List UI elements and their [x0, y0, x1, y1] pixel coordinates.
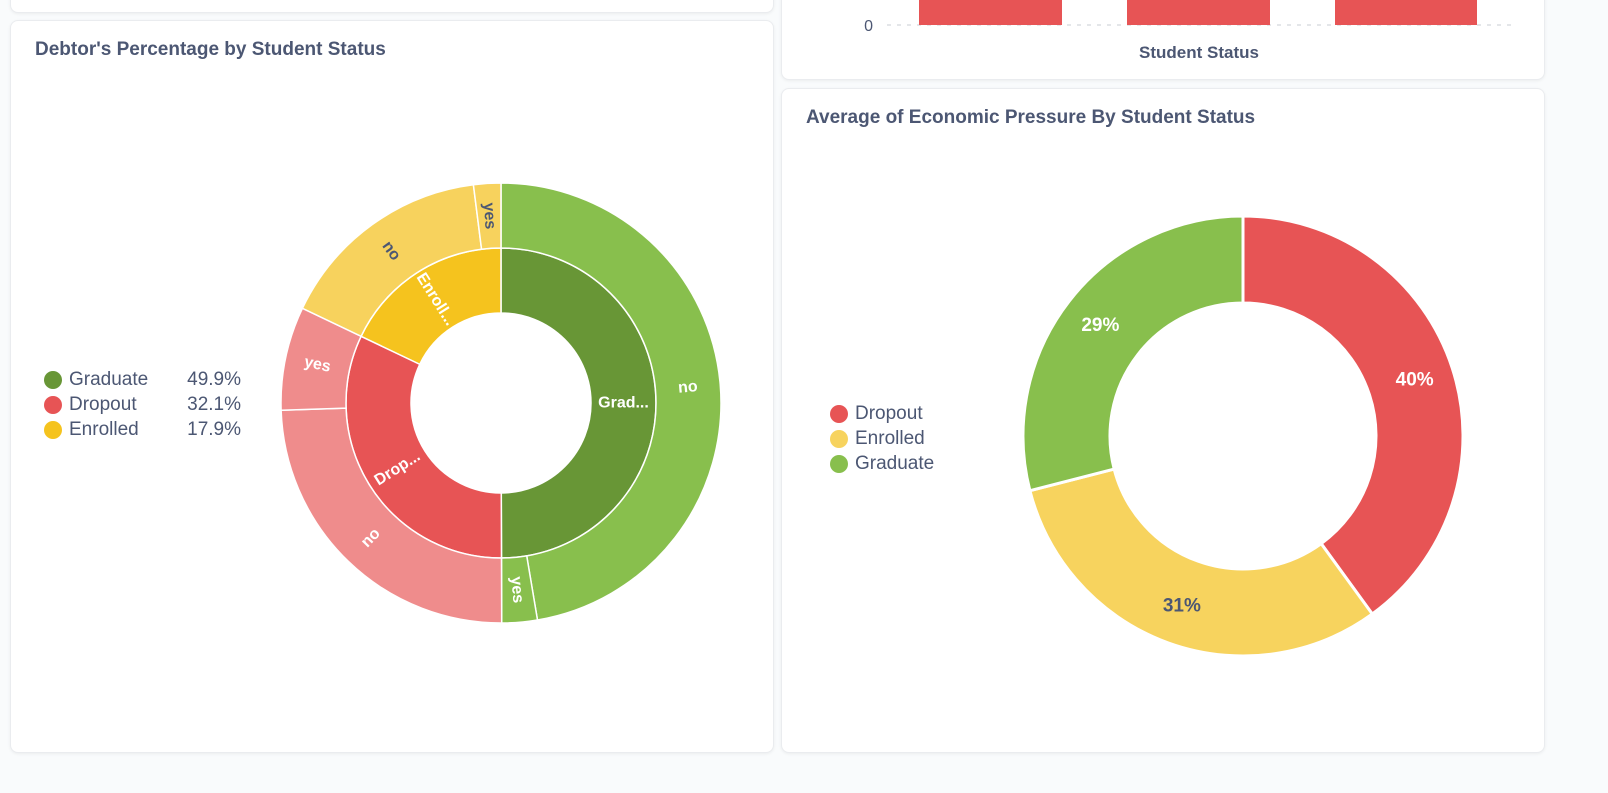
sunburst-outer-label-graduate-yes: yes [507, 576, 526, 604]
legend-pct-graduate: 49.9% [187, 368, 241, 390]
legend-label-enrolled: Enrolled [69, 418, 139, 440]
legend-item-dropout[interactable]: Dropout 32.1% [44, 392, 241, 417]
legend-label-dropout: Dropout [855, 402, 923, 424]
economic-card-title[interactable]: Average of Economic Pressure By Student … [806, 107, 1256, 128]
economic-legend: Dropout Enrolled Graduate [830, 401, 934, 476]
donut-slice-graduate[interactable] [1021, 214, 1245, 493]
top-left-card-fragment [10, 0, 774, 13]
donut-slice-enrolled[interactable] [1028, 467, 1375, 658]
legend-label-enrolled: Enrolled [855, 427, 925, 449]
bar-chart-fragment: 0 Student Status [864, 0, 1512, 62]
debtor-legend: Graduate 49.9% Dropout 32.1% Enrolled 17… [44, 367, 241, 442]
legend-dot-enrolled [830, 429, 848, 448]
legend-dot-dropout [44, 395, 62, 414]
sunburst-inner-label-graduate: Grad... [598, 394, 649, 411]
legend-dot-graduate [44, 370, 62, 389]
economic-pressure-donut-chart: 40% 31% 29% [1021, 214, 1465, 658]
legend-item-enrolled[interactable]: Enrolled [830, 426, 934, 451]
economic-pressure-card: Average of Economic Pressure By Student … [781, 88, 1545, 753]
debtor-percentage-card: Debtor's Percentage by Student Status Gr… [10, 20, 774, 753]
legend-label-graduate: Graduate [855, 452, 935, 474]
legend-item-graduate[interactable]: Graduate 49.9% [44, 367, 241, 392]
donut-label-enrolled: 31% [1163, 595, 1201, 616]
debtor-card-title[interactable]: Debtor's Percentage by Student Status [35, 39, 386, 60]
legend-item-enrolled[interactable]: Enrolled 17.9% [44, 417, 241, 442]
legend-item-graduate[interactable]: Graduate [830, 451, 934, 476]
legend-pct-dropout: 32.1% [187, 393, 241, 415]
bar-enrolled [1127, 0, 1270, 25]
legend-dot-enrolled [44, 420, 62, 439]
y-tick-zero: 0 [864, 18, 873, 35]
donut-label-dropout: 40% [1396, 370, 1434, 391]
sunburst-outer-enrolled-yes[interactable] [472, 182, 502, 251]
legend-dot-dropout [830, 404, 848, 423]
sunburst-outer-graduate-no[interactable] [500, 182, 722, 621]
status-bar-chart-card: 0 Student Status [781, 0, 1545, 80]
donut-label-graduate: 29% [1081, 315, 1119, 336]
bar-dropout [919, 0, 1062, 25]
sunburst-outer-label-enrolled-yes: yes [480, 202, 499, 230]
legend-pct-enrolled: 17.9% [187, 418, 241, 440]
sunburst-outer-label-graduate-no: no [677, 378, 698, 397]
bar-graduate [1335, 0, 1477, 25]
x-axis-label: Student Status [1139, 43, 1259, 62]
legend-label-dropout: Dropout [69, 393, 137, 415]
legend-item-dropout[interactable]: Dropout [830, 401, 934, 426]
sunburst-outer-label-dropout-yes: yes [303, 354, 333, 376]
donut-slice-dropout[interactable] [1241, 214, 1465, 617]
legend-dot-graduate [830, 454, 848, 473]
legend-label-graduate: Graduate [69, 368, 149, 390]
